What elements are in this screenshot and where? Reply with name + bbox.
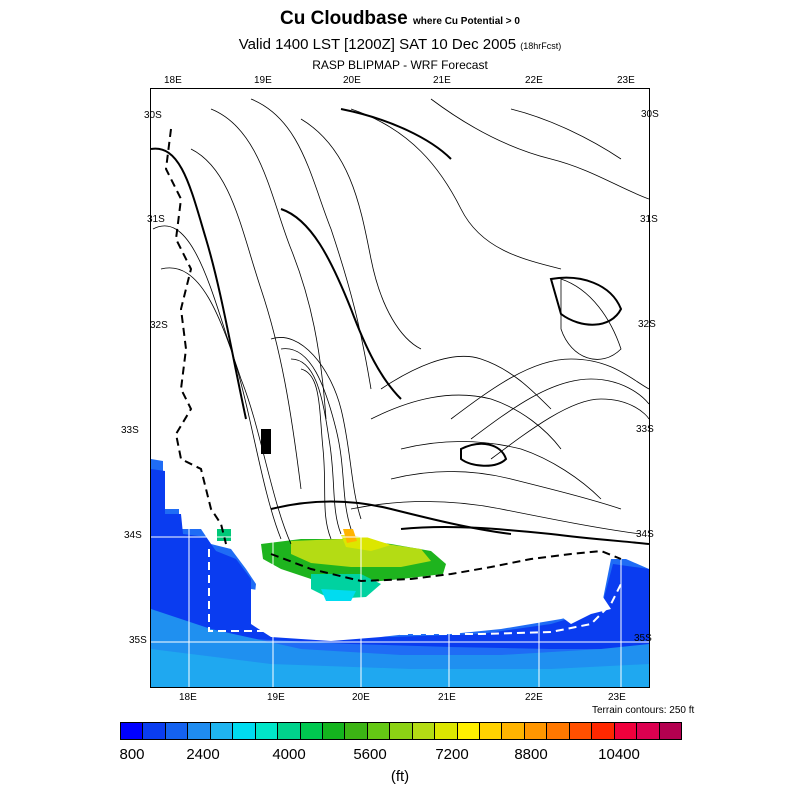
colorbar-swatch: [547, 723, 570, 739]
graticule: [151, 89, 649, 687]
forecast-hours: (18hrFcst): [520, 41, 562, 51]
land-cutout: [251, 589, 611, 641]
colorbar-swatch: [524, 723, 548, 739]
lat-tick-left: 32S: [150, 320, 168, 331]
colorbar-swatch: [569, 723, 593, 739]
colorbar-swatch: [278, 723, 301, 739]
title-block: Cu Cloudbase where Cu Potential > 0 Vali…: [0, 8, 800, 73]
coastline: [164, 128, 227, 545]
colorbar-swatch: [121, 723, 144, 739]
valid-time: Valid 1400 LST [1200Z] SAT 10 Dec 2005: [238, 36, 517, 53]
map-title-qualifier: where Cu Potential > 0: [413, 16, 520, 27]
colorbar-swatch: [614, 723, 638, 739]
colorbar-swatch: [390, 723, 413, 739]
lat-tick-right: 35S: [634, 633, 652, 644]
lon-tick-top: 20E: [343, 75, 361, 86]
lon-tick-bottom: 23E: [608, 692, 626, 703]
lat-tick-left: 33S: [121, 425, 139, 436]
colorbar-swatch: [300, 723, 323, 739]
colorbar-swatch: [188, 723, 211, 739]
bold-contours: [150, 108, 650, 545]
cloudbase-green-west: [217, 529, 231, 541]
cloudbase-map: [150, 89, 650, 687]
colorbar-swatch: [233, 723, 256, 739]
colorbar-label: 4000: [272, 746, 306, 763]
terrain-contour-note: Terrain contours: 250 ft: [592, 705, 695, 716]
lat-tick-left: 34S: [124, 530, 142, 541]
lat-tick-left: 35S: [129, 635, 147, 646]
lon-tick-top: 18E: [164, 75, 182, 86]
colorbar: [120, 722, 682, 740]
colorbar-swatch: [345, 723, 368, 739]
lon-tick-bottom: 22E: [525, 692, 543, 703]
model-source: RASP BLIPMAP - WRF Forecast: [312, 58, 488, 72]
lon-tick-bottom: 21E: [438, 692, 456, 703]
map-panel: [150, 88, 650, 688]
lat-tick-left: 30S: [144, 110, 162, 121]
terrain-peak-marker: [261, 429, 271, 454]
false-bay-outline: [208, 549, 622, 635]
colorbar-swatch: [143, 723, 166, 739]
colorbar-label: 10400: [598, 746, 640, 763]
lon-tick-bottom: 20E: [352, 692, 370, 703]
colorbar-swatch: [322, 723, 346, 739]
lat-tick-right: 34S: [636, 529, 654, 540]
lat-tick-right: 30S: [641, 109, 659, 120]
colorbar-swatch: [210, 723, 234, 739]
colorbar-swatch: [659, 723, 681, 739]
colorbar-swatch: [412, 723, 436, 739]
colorbar-swatch: [255, 723, 279, 739]
colorbar-label: 5600: [353, 746, 387, 763]
lat-tick-right: 33S: [636, 424, 654, 435]
lat-tick-right: 32S: [638, 319, 656, 330]
colorbar-swatch: [480, 723, 503, 739]
colorbar-swatch: [502, 723, 525, 739]
colorbar-swatch: [592, 723, 615, 739]
coastal-deep-blue: [151, 469, 649, 649]
colorbar-label: 7200: [435, 746, 469, 763]
colorbar-swatch: [435, 723, 458, 739]
colorbar-swatch: [637, 723, 660, 739]
colorbar-unit: (ft): [390, 768, 410, 785]
lon-tick-top: 22E: [525, 75, 543, 86]
lon-tick-bottom: 19E: [267, 692, 285, 703]
lat-tick-right: 31S: [640, 214, 658, 225]
lon-tick-top: 19E: [254, 75, 272, 86]
coastline-south: [270, 549, 622, 583]
lon-tick-bottom: 18E: [179, 692, 197, 703]
lon-tick-top: 23E: [617, 75, 635, 86]
colorbar-swatch: [457, 723, 480, 739]
cloudbase-cyan: [321, 589, 356, 601]
colorbar-swatch: [165, 723, 189, 739]
lon-tick-top: 21E: [433, 75, 451, 86]
cloudbase-orange: [343, 529, 357, 543]
colorbar-swatch: [367, 723, 391, 739]
map-title: Cu Cloudbase: [280, 8, 408, 29]
colorbar-label: 800: [119, 746, 145, 763]
lat-tick-left: 31S: [147, 214, 165, 225]
colorbar-label: 2400: [186, 746, 220, 763]
colorbar-label: 8800: [514, 746, 548, 763]
ocean-lighter-band: [151, 649, 649, 687]
